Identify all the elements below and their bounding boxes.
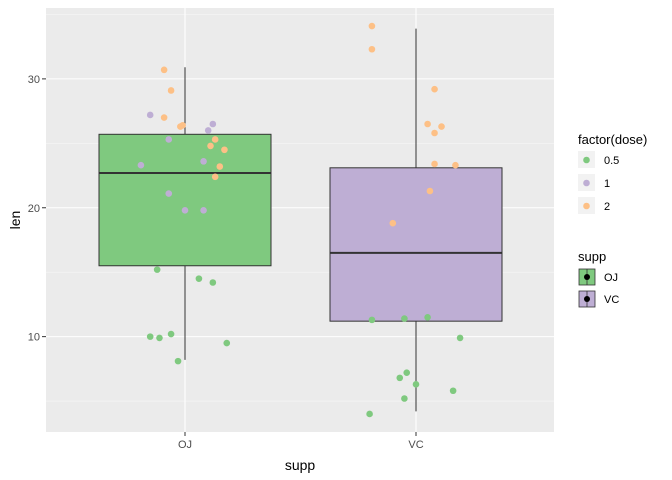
legend-supp-dot: [584, 274, 590, 280]
point-dose-1: [209, 120, 217, 128]
point-dose-2: [167, 87, 175, 94]
box-body: [329, 167, 503, 322]
point-dose-0.5: [209, 279, 217, 286]
legend-dose-label: 2: [604, 201, 610, 213]
point-dose-2: [426, 187, 434, 195]
legend-supp: supp OJ VC: [578, 249, 619, 308]
point-dose-2: [368, 45, 376, 53]
point-dose-1: [200, 207, 207, 214]
point-dose-1: [165, 136, 173, 143]
y-tick-label: 20: [28, 203, 40, 215]
point-dose-2: [221, 146, 228, 154]
point-dose-0.5: [401, 315, 408, 322]
point-dose-0.5: [167, 330, 175, 338]
x-tick-label: VC: [408, 439, 423, 451]
point-dose-1: [200, 158, 207, 165]
point-dose-0.5: [456, 334, 464, 342]
point-dose-1: [204, 127, 212, 134]
x-axis: OJ VC: [178, 432, 424, 451]
legend-dose-label: 0.5: [604, 155, 619, 167]
y-tick-label: 10: [28, 332, 40, 344]
point-dose-0.5: [153, 266, 161, 273]
point-dose-2: [431, 160, 438, 168]
point-dose-0.5: [146, 333, 154, 340]
point-dose-0.5: [174, 357, 182, 365]
box-oj: [98, 67, 272, 360]
point-dose-2: [160, 114, 168, 121]
legend-supp-title: supp: [578, 249, 606, 264]
points: [137, 22, 464, 418]
y-axis-title: len: [7, 211, 23, 230]
point-dose-0.5: [403, 369, 411, 377]
point-dose-0.5: [424, 314, 431, 321]
point-dose-2: [216, 163, 224, 170]
legend-supp-dot: [584, 296, 590, 302]
point-dose-2: [211, 173, 219, 181]
y-axis: 10 20 30: [28, 74, 46, 344]
point-dose-0.5: [156, 334, 163, 342]
point-dose-1: [146, 111, 154, 119]
y-tick-label: 30: [28, 74, 40, 86]
point-dose-2: [160, 66, 168, 74]
legend-dose-swatch: [583, 179, 590, 187]
point-dose-0.5: [396, 374, 404, 382]
legend-dose-label: 1: [604, 178, 610, 190]
legend-dose-title: factor(dose): [578, 132, 647, 147]
point-dose-2: [438, 123, 445, 130]
point-dose-0.5: [366, 410, 373, 418]
x-tick-label: OJ: [178, 439, 192, 451]
legend-supp-label: VC: [604, 294, 619, 306]
point-dose-1: [165, 190, 173, 197]
legend-dose-swatch: [583, 156, 590, 164]
point-dose-2: [368, 22, 376, 30]
point-dose-2: [424, 120, 431, 128]
point-dose-0.5: [412, 381, 420, 388]
point-dose-1: [181, 207, 189, 214]
box-vc: [329, 28, 503, 412]
point-dose-0.5: [223, 339, 231, 347]
boxes: [98, 28, 503, 412]
point-dose-1: [137, 161, 145, 169]
box-body: [98, 133, 272, 267]
point-dose-0.5: [368, 316, 376, 324]
point-dose-0.5: [195, 275, 203, 282]
point-dose-2: [431, 129, 438, 137]
point-dose-2: [431, 85, 438, 93]
x-axis-title: supp: [285, 457, 316, 473]
point-dose-0.5: [401, 395, 408, 402]
legend-dose: factor(dose) 0.5 1 2: [578, 132, 647, 214]
point-dose-0.5: [449, 387, 457, 395]
point-dose-2: [389, 219, 397, 227]
point-dose-2: [211, 136, 219, 143]
point-dose-2: [452, 161, 459, 169]
point-dose-2: [177, 123, 184, 130]
point-dose-2: [207, 142, 214, 150]
legend-supp-label: OJ: [604, 272, 618, 284]
legend-dose-swatch: [583, 202, 590, 210]
